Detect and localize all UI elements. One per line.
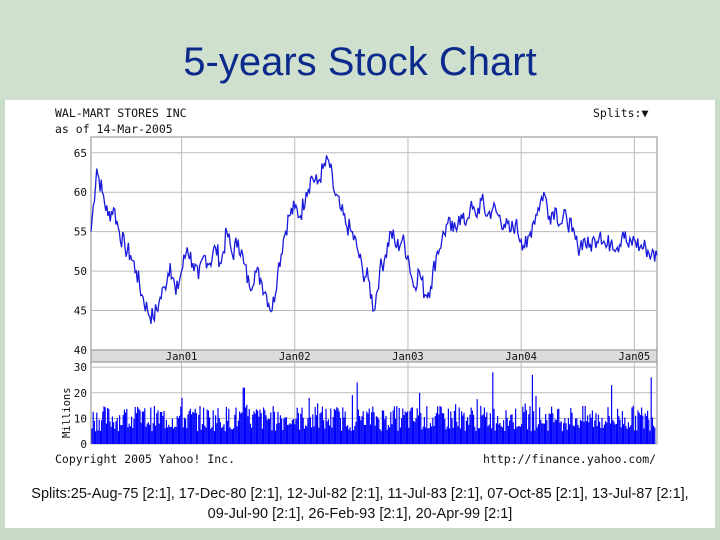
price-y-tick-label: 50 [74,265,87,278]
price-y-tick-label: 40 [74,344,87,357]
stock-chart: WAL-MART STORES INC as of 14-Mar-2005 Sp… [55,106,658,466]
date-tick-label: Jan03 [392,351,424,363]
splits-line-2: 09-Jul-90 [2:1], 26-Feb-93 [2:1], 20-Apr… [207,506,513,522]
volume-y-tick-label: 10 [74,412,87,425]
source-url[interactable]: http://finance.yahoo.com/ [483,452,656,466]
date-tick-label: Jan01 [166,351,198,363]
title-bar [0,0,720,100]
content-area: WAL-MART STORES INC as of 14-Mar-2005 Sp… [5,100,715,528]
volume-y-ticks: 30 20 10 0 [74,361,87,451]
date-tick-label: Jan05 [619,351,651,363]
price-y-tick-label: 60 [74,186,87,199]
as-of-date: as of 14-Mar-2005 [55,122,173,136]
date-ticks: Jan01 Jan02 Jan03 Jan04 Jan05 [166,351,650,363]
volume-y-tick-label: 0 [80,438,87,451]
splits-line-1: Splits:25-Aug-75 [2:1], 17-Dec-80 [2:1],… [31,486,689,502]
price-y-tick-label: 65 [74,147,87,160]
footer-decoration [0,528,720,540]
price-line [90,155,658,324]
company-name: WAL-MART STORES INC [55,106,187,120]
price-panel [90,136,658,351]
price-y-ticks: 65 60 55 50 45 40 [74,147,87,357]
price-y-tick-label: 45 [74,305,87,318]
splits-note: Splits:25-Aug-75 [2:1], 17-Dec-80 [2:1],… [5,484,715,524]
slide-title: 5-years Stock Chart [183,40,537,84]
date-tick-label: Jan04 [505,351,537,363]
volume-axis-label: Millions [61,387,73,438]
price-y-tick-label: 55 [74,226,87,239]
volume-y-tick-label: 20 [74,387,87,400]
splits-menu[interactable]: Splits:▼ [593,106,648,120]
volume-y-tick-label: 30 [74,361,87,374]
copyright-text: Copyright 2005 Yahoo! Inc. [55,452,235,466]
volume-bars [91,372,656,444]
date-tick-label: Jan02 [279,351,311,363]
